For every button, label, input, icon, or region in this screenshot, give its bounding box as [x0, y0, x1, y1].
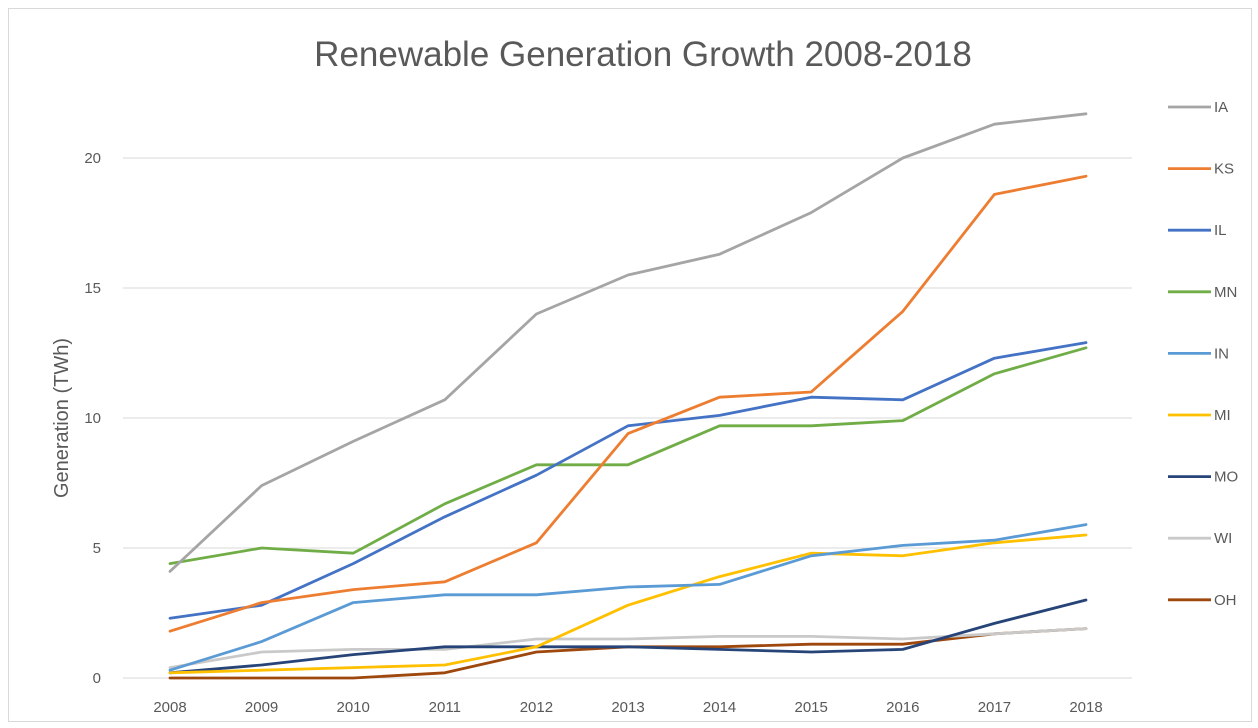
axis-ticks: 0 5 10 15 20 2008 2009 2010 2011 2012 2013 2014 2015…	[84, 150, 1102, 716]
y-tick-label: 20	[84, 150, 101, 167]
x-tick-label: 2011	[429, 699, 461, 716]
y-tick-label: 0	[93, 670, 101, 687]
y-tick-label: 15	[84, 280, 101, 297]
x-tick-label: 2010	[337, 699, 370, 716]
series-line-mi	[168, 533, 1088, 675]
chart-title: Renewable Generation Growth 2008-2018	[314, 35, 972, 74]
legend-label-mn: MN	[1214, 284, 1237, 301]
x-tick-label: 2014	[703, 699, 736, 716]
series-line-ks	[168, 174, 1088, 633]
x-tick-label: 2016	[886, 699, 919, 716]
series-line-wi	[168, 627, 1088, 669]
legend-label-ks: KS	[1214, 161, 1234, 178]
legend-label-wi: WI	[1214, 530, 1232, 547]
y-tick-label: 10	[84, 410, 101, 427]
legend-label-il: IL	[1214, 222, 1227, 239]
x-tick-label: 2013	[611, 699, 644, 716]
legend-label-in: IN	[1214, 345, 1229, 362]
series-line-mn	[168, 346, 1088, 565]
legend-label-ia: IA	[1214, 99, 1228, 116]
y-tick-label: 5	[93, 540, 101, 557]
x-tick-label: 2017	[978, 699, 1011, 716]
y-axis-label: Generation (TWh)	[51, 338, 73, 498]
legend: IA KS IL MN IN MI MO WI OH	[1168, 99, 1238, 609]
series-lines	[168, 112, 1088, 680]
legend-label-mi: MI	[1214, 407, 1231, 424]
series-line-in	[168, 523, 1088, 672]
x-tick-label: 2018	[1069, 699, 1102, 716]
series-line-mo	[168, 598, 1088, 675]
chart-frame	[8, 8, 1252, 722]
legend-label-oh: OH	[1214, 592, 1237, 609]
series-line-il	[168, 341, 1088, 620]
legend-label-mo: MO	[1214, 469, 1238, 486]
x-tick-label: 2008	[153, 699, 186, 716]
x-tick-label: 2012	[520, 699, 553, 716]
x-tick-label: 2015	[795, 699, 828, 716]
x-tick-label: 2009	[245, 699, 278, 716]
series-line-ia	[168, 112, 1088, 573]
